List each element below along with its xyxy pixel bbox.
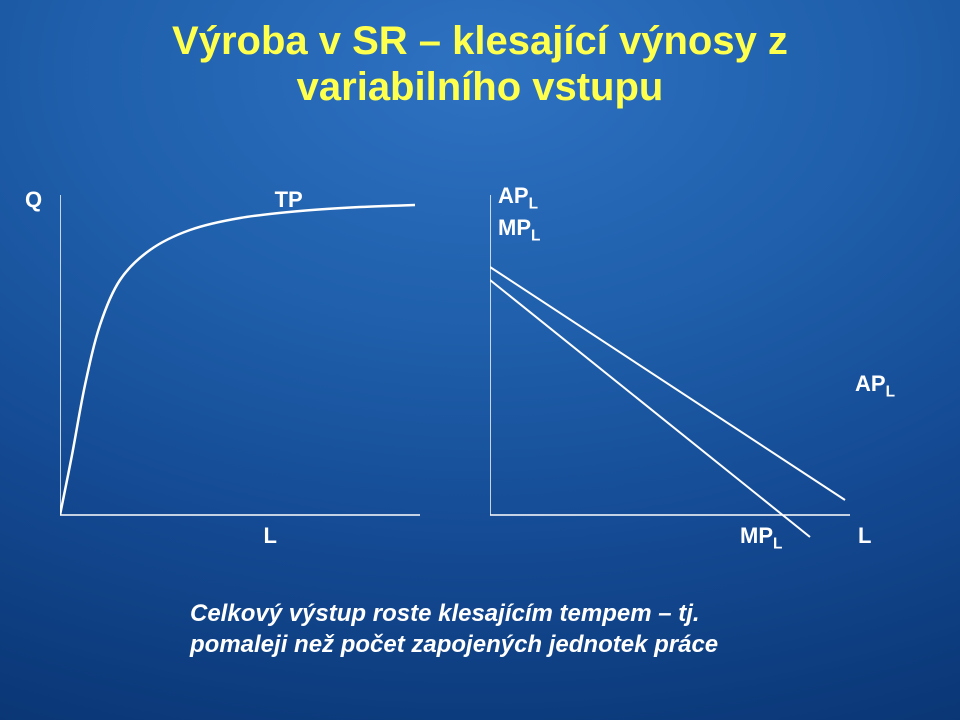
line-label-MP-sub: L bbox=[773, 535, 782, 552]
x-axis-label-L-right: L bbox=[858, 523, 871, 549]
chart-right-svg bbox=[490, 195, 860, 545]
title-line2: variabilního vstupu bbox=[297, 65, 664, 109]
chart-left-svg bbox=[60, 195, 430, 545]
y-axis-label-MP-sub: L bbox=[531, 227, 540, 244]
line-label-MP-text: MP bbox=[740, 523, 773, 548]
line-label-MP: MPL bbox=[740, 523, 782, 553]
line-label-AP-text: AP bbox=[855, 371, 886, 396]
chart-total-product: Q TP L bbox=[60, 195, 430, 545]
y-axis-label-MP-text: MP bbox=[498, 215, 531, 240]
title-line1: Výroba v SR – klesající výnosy z bbox=[172, 19, 788, 63]
footer-line1: Celkový výstup roste klesajícím tempem –… bbox=[190, 600, 700, 627]
y-axis-label-Q: Q bbox=[25, 187, 42, 213]
chart-ap-mp: APL MPL APL MPL L bbox=[490, 195, 860, 545]
charts-row: Q TP L APL MPL APL MPL L bbox=[60, 195, 900, 555]
y-axis-label-AP-text: AP bbox=[498, 183, 529, 208]
y-axis-label-AP-sub: L bbox=[529, 195, 538, 212]
line-label-AP-sub: L bbox=[886, 383, 895, 400]
x-axis-label-L-left: L bbox=[264, 523, 277, 549]
line-label-AP: APL bbox=[855, 371, 895, 401]
footer-text: Celkový výstup roste klesajícím tempem –… bbox=[190, 598, 900, 660]
slide-title: Výroba v SR – klesající výnosy z variabi… bbox=[60, 18, 900, 110]
y-axis-label-MP: MPL bbox=[498, 215, 540, 245]
slide: Výroba v SR – klesající výnosy z variabi… bbox=[0, 0, 960, 720]
y-axis-label-AP: APL bbox=[498, 183, 538, 213]
footer-line2: pomaleji než počet zapojených jednotek p… bbox=[190, 631, 718, 658]
curve-label-TP: TP bbox=[275, 187, 303, 213]
